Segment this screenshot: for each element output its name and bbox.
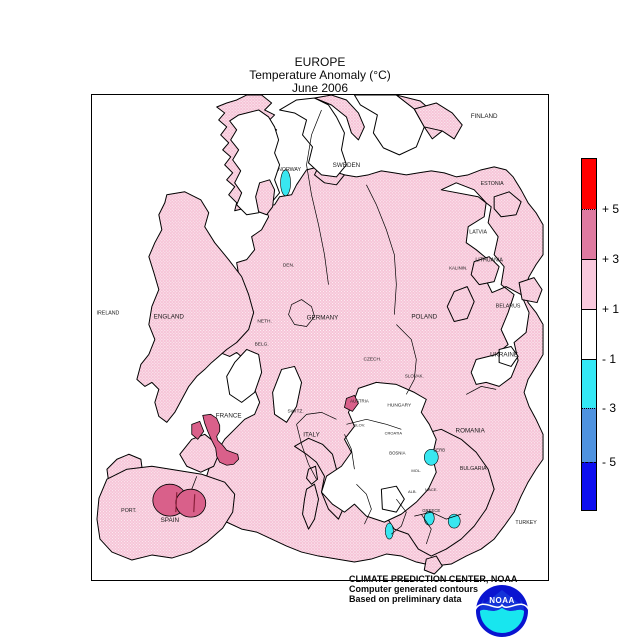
svg-text:SWEDEN: SWEDEN: [333, 162, 361, 169]
svg-text:ESTONIA: ESTONIA: [481, 181, 505, 187]
svg-text:UKRAINE: UKRAINE: [490, 351, 518, 358]
svg-text:LATVIA: LATVIA: [469, 230, 487, 236]
svg-text:SERB: SERB: [433, 447, 445, 452]
svg-text:LITHUANIA: LITHUANIA: [475, 258, 503, 264]
svg-text:BELG.: BELG.: [255, 341, 269, 347]
svg-text:DEN.: DEN.: [283, 263, 294, 269]
svg-text:CZECH.: CZECH.: [363, 356, 381, 362]
svg-text:ROMANIA: ROMANIA: [456, 427, 486, 434]
svg-text:NETH.: NETH.: [257, 319, 271, 325]
svg-text:BOSNIA: BOSNIA: [389, 450, 405, 455]
svg-text:MOL.: MOL.: [411, 468, 421, 473]
svg-text:KALININ.: KALININ.: [449, 266, 467, 271]
svg-text:SPAIN: SPAIN: [161, 517, 180, 524]
svg-text:PORT.: PORT.: [121, 508, 136, 514]
svg-text:IRELAND: IRELAND: [97, 311, 120, 317]
svg-text:HUNGARY: HUNGARY: [387, 402, 412, 408]
svg-text:BULGARIA: BULGARIA: [460, 466, 487, 472]
svg-text:TURKEY: TURKEY: [515, 520, 537, 526]
svg-text:MACE.: MACE.: [425, 487, 438, 492]
svg-text:CROATIA: CROATIA: [385, 430, 403, 435]
svg-text:SLOVAK.: SLOVAK.: [405, 373, 424, 378]
svg-text:AUSTRIA: AUSTRIA: [350, 398, 369, 403]
svg-text:FINLAND: FINLAND: [471, 113, 498, 120]
svg-text:ENGLAND: ENGLAND: [154, 314, 185, 321]
svg-text:SWITZ.: SWITZ.: [287, 408, 303, 414]
svg-text:NOAA: NOAA: [489, 596, 515, 605]
svg-text:BELARUS: BELARUS: [496, 304, 521, 310]
svg-text:SLOV.: SLOV.: [354, 422, 365, 427]
svg-text:FRANCE: FRANCE: [216, 412, 242, 419]
svg-text:ALB.: ALB.: [408, 489, 417, 494]
svg-text:ITALY: ITALY: [303, 431, 320, 438]
svg-text:GERMANY: GERMANY: [307, 315, 340, 322]
svg-text:POLAND: POLAND: [411, 314, 437, 321]
svg-text:NORWAY: NORWAY: [278, 167, 302, 173]
svg-text:GREECE: GREECE: [422, 508, 440, 513]
